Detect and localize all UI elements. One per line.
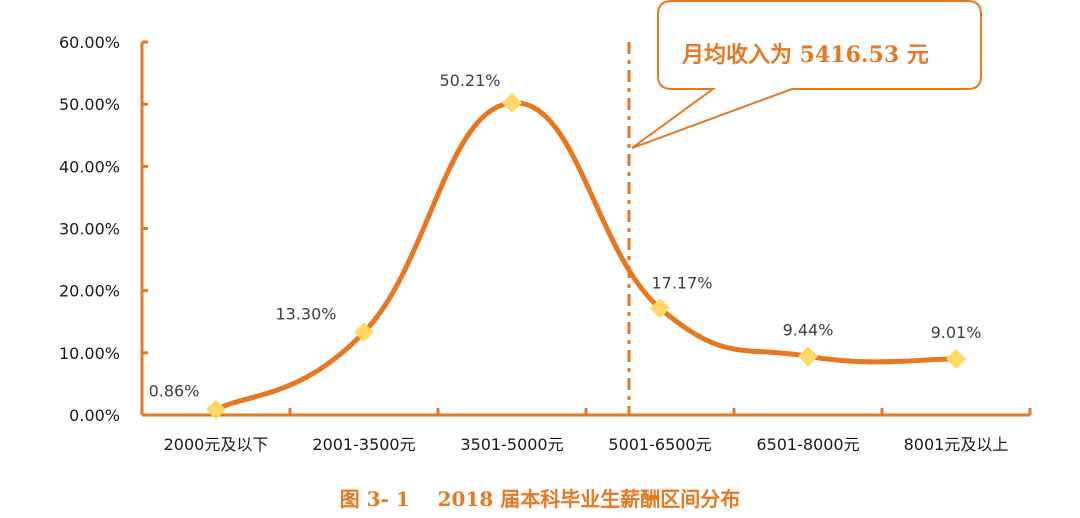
data-value-label: 17.17%	[651, 273, 712, 292]
y-tick-label: 30.00%	[59, 220, 120, 239]
salary-share-line	[213, 100, 959, 413]
data-value-label: 0.86%	[149, 382, 200, 401]
x-tick-label: 3501-5000元	[460, 435, 563, 454]
data-value-label: 9.01%	[931, 323, 982, 342]
x-tick-label: 6501-8000元	[756, 435, 859, 454]
data-point-marker	[354, 322, 374, 343]
y-tick-label: 20.00%	[59, 282, 120, 301]
mean-income-callout: 月均收入为 5416.53 元	[631, 0, 982, 149]
data-point-marker	[798, 346, 818, 367]
y-axis: 0.00% 10.00% 20.00% 30.00% 40.00% 50.00% 60.00…	[59, 33, 148, 425]
callout-text: 月均收入为 5416.53 元	[681, 42, 929, 68]
data-point-marker	[946, 348, 966, 369]
data-markers	[206, 92, 966, 420]
x-tick-label: 5001-6500元	[608, 435, 711, 454]
data-point-marker	[502, 92, 522, 113]
y-tick-label: 50.00%	[59, 95, 120, 114]
data-value-label: 50.21%	[439, 71, 500, 90]
x-tick-label: 2000元及以下	[164, 435, 269, 454]
chart-title: 图 3- 1 2018 届本科毕业生薪酬区间分布	[340, 487, 741, 511]
data-value-label: 9.44%	[783, 320, 834, 339]
x-axis: 2000元及以下 2001-3500元 3501-5000元 5001-6500元 65…	[140, 408, 1032, 454]
callout-bubble	[631, 0, 982, 149]
y-tick-label: 0.00%	[69, 406, 120, 425]
data-point-marker	[206, 399, 226, 420]
x-tick-label: 8001元及以上	[904, 435, 1009, 454]
y-tick-label: 10.00%	[59, 344, 120, 363]
x-tick-label: 2001-3500元	[312, 435, 415, 454]
y-tick-label: 40.00%	[59, 157, 120, 176]
data-point-marker	[650, 298, 670, 319]
y-tick-label: 60.00%	[59, 33, 120, 52]
data-value-label: 13.30%	[275, 304, 336, 323]
data-labels: 0.86% 13.30% 50.21% 17.17% 9.44% 9.01%	[149, 71, 982, 401]
